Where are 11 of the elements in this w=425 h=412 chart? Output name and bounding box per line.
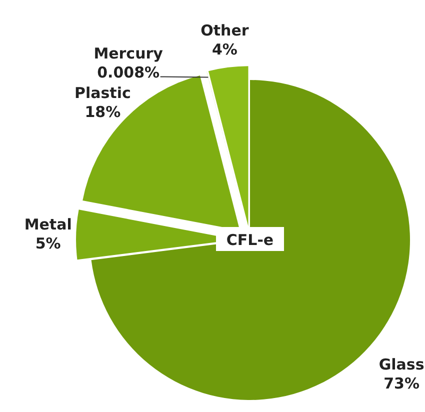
data-label: 18% (84, 102, 121, 121)
slice-label: Glass (378, 356, 424, 374)
slice-label: Plastic (74, 84, 131, 102)
slice-label: Metal (24, 216, 72, 234)
data-label: 4% (212, 40, 238, 59)
text: CFL-e (226, 231, 274, 249)
data-label: 0.008% (97, 64, 160, 82)
slice-label: Other (200, 22, 250, 40)
data-label: 73% (384, 374, 420, 393)
slice-label: Mercury (94, 44, 164, 63)
data-label: 5% (35, 234, 61, 253)
